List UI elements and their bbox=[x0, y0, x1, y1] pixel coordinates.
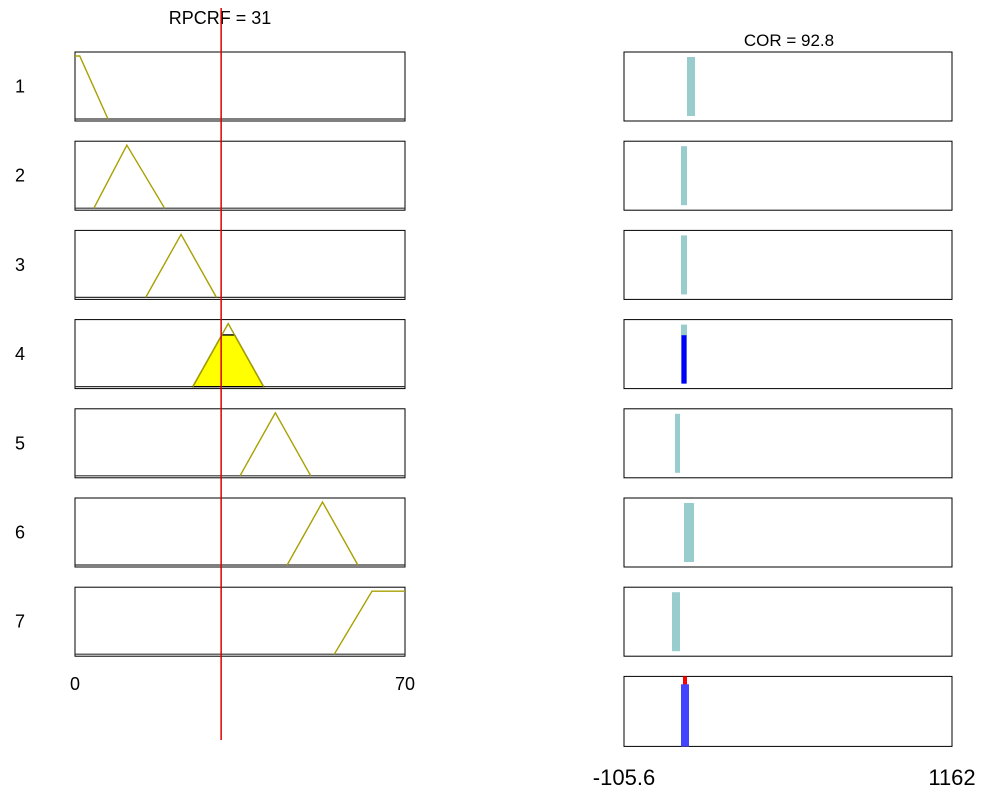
membership-function-curve bbox=[145, 232, 218, 298]
output-consequent-bar bbox=[675, 413, 680, 473]
output-consequent-bar bbox=[687, 57, 695, 116]
input-mf-panel[interactable] bbox=[74, 229, 406, 300]
input-mf-panel[interactable] bbox=[74, 408, 406, 479]
input-mf-panel[interactable] bbox=[74, 140, 406, 211]
rule-number-label: 1 bbox=[15, 77, 25, 97]
output-consequent-bar bbox=[681, 235, 687, 295]
input-range-max-label: 70 bbox=[395, 674, 415, 694]
rule-row: 1 bbox=[15, 51, 953, 122]
output-range-min-label: -105.6 bbox=[593, 765, 655, 790]
output-variable-title: COR = 92.8 bbox=[744, 31, 834, 50]
output-consequent-bar bbox=[684, 503, 694, 562]
membership-function-curve bbox=[286, 500, 359, 566]
rule-number-label: 4 bbox=[15, 344, 25, 364]
rule-row: 6 bbox=[15, 497, 953, 568]
membership-function-curve bbox=[93, 143, 166, 209]
output-mf-panel[interactable] bbox=[623, 51, 953, 122]
output-mf-panel[interactable] bbox=[623, 229, 953, 300]
fired-mf-area bbox=[191, 334, 265, 388]
output-consequent-bar bbox=[681, 146, 687, 206]
aggregate-output-frame[interactable] bbox=[623, 675, 953, 747]
input-range-min-label: 0 bbox=[70, 674, 80, 694]
input-mf-panel[interactable] bbox=[74, 51, 406, 122]
rule-row: 7 bbox=[15, 586, 953, 657]
membership-function-curve bbox=[75, 55, 109, 120]
output-consequent-bar bbox=[672, 592, 680, 652]
rule-row: 2 bbox=[15, 140, 953, 211]
aggregate-output-bar-overlay bbox=[681, 684, 689, 747]
output-fired-bar bbox=[681, 335, 687, 384]
output-range-max-label: 1162 bbox=[928, 765, 975, 790]
rule-row: 4 bbox=[15, 319, 953, 390]
input-mf-panel[interactable] bbox=[74, 319, 406, 390]
rule-number-label: 6 bbox=[15, 523, 25, 543]
rule-number-label: 7 bbox=[15, 612, 25, 632]
rule-row: 3 bbox=[15, 229, 953, 300]
output-mf-panel[interactable] bbox=[623, 140, 953, 211]
output-mf-panel[interactable] bbox=[623, 319, 953, 390]
input-mf-panel[interactable] bbox=[74, 497, 406, 568]
rules-layer: 1 2 3 4 5 6 7 bbox=[15, 51, 953, 657]
output-mf-panel[interactable] bbox=[623, 586, 953, 657]
output-mf-panel[interactable] bbox=[623, 497, 953, 568]
input-variable-title: RPCRF = 31 bbox=[169, 8, 272, 28]
membership-function-curve bbox=[192, 322, 265, 387]
aggregate-output-panel bbox=[623, 675, 953, 747]
rule-row: 5 bbox=[15, 408, 953, 479]
membership-function-curve bbox=[239, 411, 312, 477]
membership-function-curve bbox=[333, 590, 405, 655]
rule-number-label: 5 bbox=[15, 433, 25, 453]
rule-number-label: 2 bbox=[15, 166, 25, 186]
input-mf-panel[interactable] bbox=[74, 586, 406, 657]
output-mf-panel[interactable] bbox=[623, 408, 953, 479]
rule-number-label: 3 bbox=[15, 255, 25, 275]
